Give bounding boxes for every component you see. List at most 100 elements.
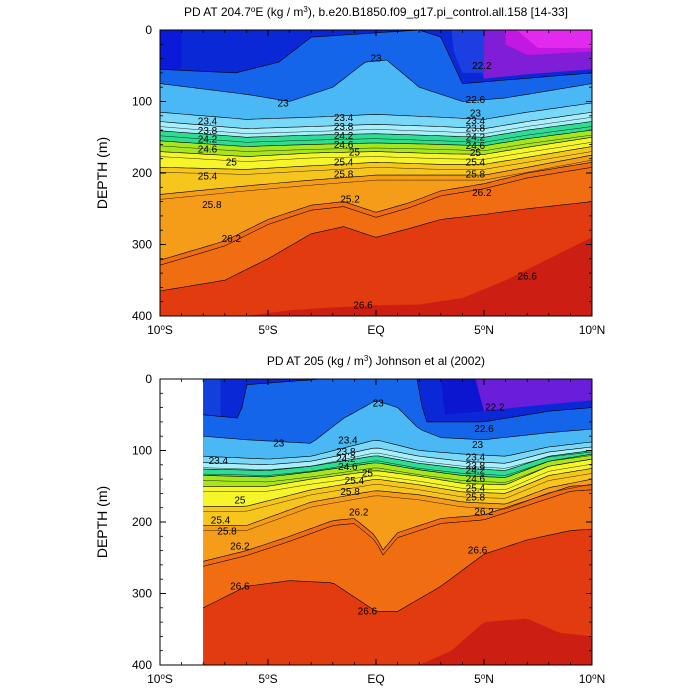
x-tick-label: 10oN (579, 672, 605, 687)
contour-label: 23.8 (198, 126, 218, 137)
y-tick-label: 200 (132, 166, 152, 180)
contour-label: 26.2 (474, 507, 494, 518)
contour-label: 22.2 (472, 61, 492, 72)
contour-label: 26.2 (472, 188, 492, 199)
panel-observations-title: PD AT 205 (kg / m3) Johnson et al (2002) (267, 354, 485, 369)
contour-line (203, 528, 592, 612)
contour-label: 23 (472, 440, 484, 451)
contour-line (203, 483, 592, 531)
contour-line (160, 167, 592, 266)
contour-line (160, 111, 592, 130)
contour-label: 26.2 (230, 541, 250, 552)
x-tick-label: 10oS (147, 672, 173, 687)
contour-label: 24.6 (338, 462, 358, 473)
band (203, 379, 221, 419)
x-tick-label: 5oS (258, 323, 277, 338)
contour-label: 25 (362, 468, 374, 479)
contour-label: 26.2 (222, 234, 242, 245)
contour-line (160, 134, 592, 152)
y-tick-label: 100 (132, 444, 152, 458)
contour-line (203, 400, 592, 444)
contour-label: 23.8 (466, 461, 486, 472)
density-field (203, 379, 592, 665)
contour-label: 23.4 (209, 456, 229, 467)
contour-line (203, 458, 592, 487)
contour-label: 24.2 (466, 132, 486, 143)
contour-label: 25.4 (345, 476, 365, 487)
contour-labels: 232322.222.623.423.824.224.62525.425.826… (198, 54, 538, 312)
contour-line (203, 489, 592, 567)
contour-label: 22.6 (466, 95, 486, 106)
contour-line (160, 162, 592, 261)
contour-label: 24.6 (198, 144, 218, 155)
band (160, 201, 592, 316)
contour-label: 26.6 (358, 606, 378, 617)
contour-line (160, 146, 592, 170)
contour-label: 22.6 (474, 424, 494, 435)
contour-label: 23 (278, 99, 290, 110)
y-tick-label: 300 (132, 238, 152, 252)
contour-line (203, 463, 592, 492)
contour-label: 25.2 (340, 195, 360, 206)
contour-label: 23 (273, 438, 285, 449)
y-tick-label: 400 (132, 658, 152, 672)
contour-line (203, 484, 592, 562)
contour-label: 25.4 (211, 516, 231, 527)
contour-label: 23.4 (466, 116, 486, 127)
contour-label: 25 (234, 496, 246, 507)
contour-line (203, 478, 592, 526)
contour-line (160, 159, 592, 200)
contour-label: 23 (373, 398, 385, 409)
contour-line (203, 451, 592, 470)
y-axis-label: DEPTH (m) (94, 486, 110, 558)
contour-label: 23.8 (336, 447, 356, 458)
contour-label: 23 (370, 54, 382, 65)
contour-label: 23.8 (466, 124, 486, 135)
contour-label: 24.2 (334, 131, 354, 142)
contour-label: 25.4 (198, 172, 218, 183)
panel-model: PD AT 204.7oE (kg / m3), b.e20.B1850.f09… (94, 5, 605, 338)
y-tick-label: 200 (132, 515, 152, 529)
contour-label: 26.6 (353, 300, 373, 311)
contour-line (203, 458, 592, 483)
contour-label: 26.6 (230, 581, 250, 592)
contour-label: 23 (470, 109, 482, 120)
contour-label: 24.2 (466, 466, 486, 477)
y-tick-label: 0 (145, 23, 152, 37)
x-tick-label: 5oN (474, 672, 494, 687)
contour-label: 25.4 (334, 157, 354, 168)
band (160, 30, 182, 70)
contour-label: 25.8 (334, 169, 354, 180)
contour-label: 23.4 (466, 453, 486, 464)
contour-label: 25.8 (217, 526, 237, 537)
y-tick-label: 0 (145, 372, 152, 386)
x-tick-label: 5oS (258, 672, 277, 687)
band (473, 379, 592, 412)
contour-label: 25.4 (466, 483, 486, 494)
contour-line (160, 201, 592, 292)
band (451, 30, 484, 73)
contour-labels: 23 22.222.623 2323.423.423.824.224.62525.4… (209, 398, 505, 617)
contour-label: 24.2 (336, 454, 356, 465)
contour-label: 24.6 (466, 141, 486, 152)
contour-label: 25.8 (340, 487, 360, 498)
contour-line (160, 154, 592, 195)
contour-line (160, 117, 592, 134)
contour-line (160, 129, 592, 147)
contour-line (160, 137, 592, 157)
x-tick-label: EQ (367, 672, 384, 686)
contour-label: 24.2 (198, 134, 218, 145)
contour-line (203, 455, 592, 476)
contour-label: 25.4 (466, 157, 486, 168)
band (203, 618, 592, 665)
contour-label: 25 (470, 148, 482, 159)
contour-label: 25.8 (202, 200, 222, 211)
contour-label: 25.8 (466, 493, 486, 504)
x-tick-label: 10oN (579, 323, 605, 338)
density-field (160, 30, 592, 316)
contour-line (203, 468, 592, 507)
contour-label: 23.4 (338, 436, 358, 447)
x-tick-label: 10oS (147, 323, 173, 338)
contour-label: 22.2 (485, 403, 505, 414)
axes: 10oS 5oS EQ 5oN 10oN 0 100 200 300 400 (132, 23, 605, 337)
